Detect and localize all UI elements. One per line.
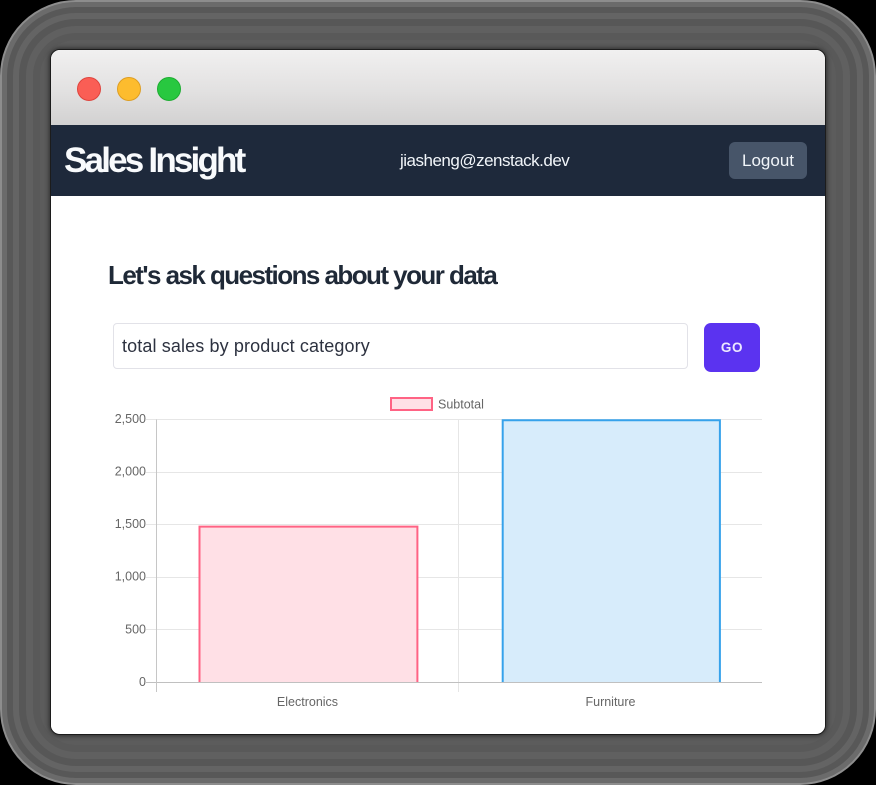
svg-text:Subtotal: Subtotal: [438, 398, 484, 412]
svg-text:0: 0: [139, 675, 146, 689]
svg-text:2,500: 2,500: [115, 412, 146, 426]
svg-text:1,000: 1,000: [115, 570, 146, 584]
svg-text:Electronics: Electronics: [277, 695, 338, 709]
svg-text:500: 500: [125, 623, 146, 637]
svg-text:1,500: 1,500: [115, 517, 146, 531]
svg-text:2,000: 2,000: [115, 465, 146, 479]
svg-text:Furniture: Furniture: [585, 695, 635, 709]
